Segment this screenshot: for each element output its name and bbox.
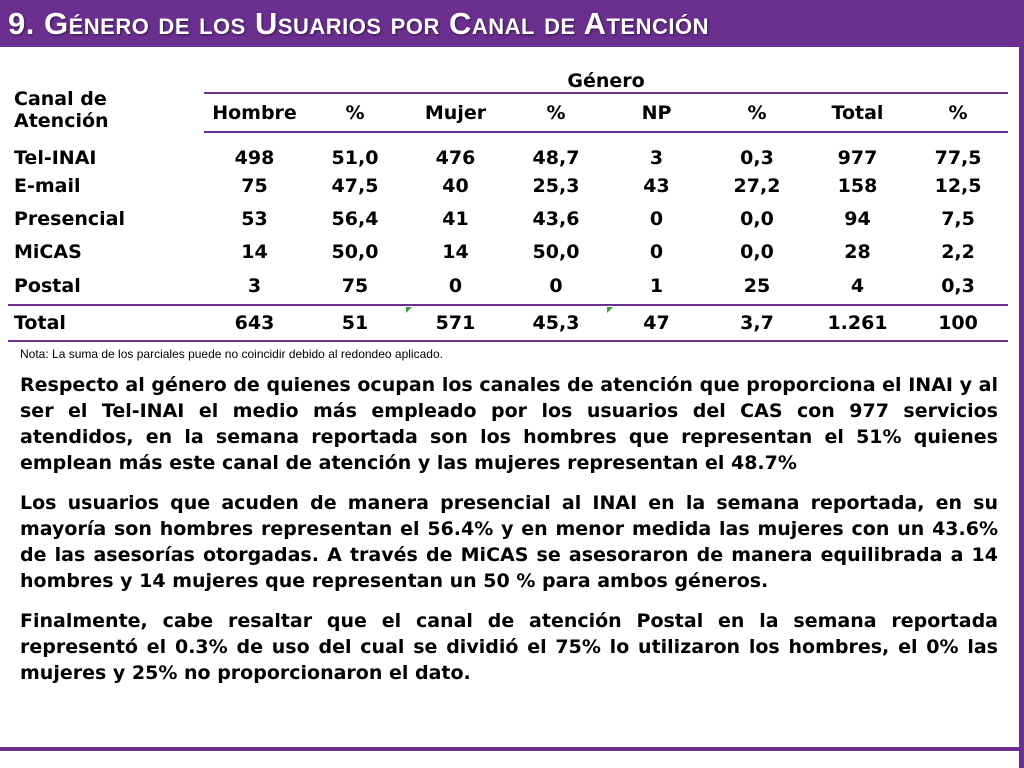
cell: 27,2 <box>733 174 781 197</box>
cell: 0,3 <box>740 147 774 169</box>
cell: 476 <box>435 147 476 169</box>
cell: 41 <box>442 207 469 230</box>
col-header-hombre: Hombre <box>204 93 305 133</box>
bottom-accent-bar <box>0 747 1024 751</box>
table-note: Nota: La suma de los parciales puede no … <box>20 347 443 361</box>
table-row: Postal 3 75 0 0 1 25 4 0,3 <box>8 268 1009 306</box>
cell: 0,3 <box>908 268 1009 306</box>
cell: 3 <box>649 147 664 169</box>
table-row: E-mail 75 47,5 40 25,3 43 27,2 158 12,5 <box>8 169 1008 202</box>
cell: 53 <box>241 207 268 230</box>
cell: 77,5 <box>934 147 982 169</box>
cell: 48,7 <box>532 147 580 169</box>
cell: 45,3 <box>506 305 606 342</box>
title-bar: 9. Género de los Usuarios por Canal de A… <box>0 0 1024 47</box>
col-header-total: Total <box>807 93 908 133</box>
cell: 1.261 <box>807 305 908 342</box>
cell: 100 <box>908 305 1009 342</box>
genero-header: Género <box>204 58 1009 94</box>
cell: 1 <box>606 268 707 306</box>
col-header-pct-total: % <box>908 93 1009 133</box>
cell: 643 <box>204 305 305 342</box>
cell: 0 <box>405 268 506 306</box>
body-text: Respecto al género de quienes ocupan los… <box>20 372 998 700</box>
cell: 571 <box>405 305 506 342</box>
table-row: Tel-INAI 498 51,0 476 48,7 3 0,3 977 77,… <box>8 132 1008 169</box>
row-label: MiCAS <box>14 240 82 263</box>
row-label: E-mail <box>14 174 81 197</box>
paragraph: Respecto al género de quienes ocupan los… <box>20 374 998 474</box>
cell-marker-icon <box>406 307 412 313</box>
cell: 50,0 <box>532 240 580 263</box>
cell: 158 <box>837 174 878 197</box>
canal-header: Canal de Atención <box>14 88 109 132</box>
cell: 3 <box>204 268 305 306</box>
cell: 43,6 <box>532 207 580 230</box>
cell: 3,7 <box>707 305 807 342</box>
table-columns-row: Hombre % Mujer % NP % Total % <box>8 93 1009 133</box>
cell: 4 <box>807 268 908 306</box>
gender-channel-table: Canal de Atención Género Hombre % Mujer … <box>8 58 1009 342</box>
cell: 47,5 <box>331 174 379 197</box>
cell: 40 <box>442 174 469 197</box>
cell: 977 <box>837 147 878 169</box>
col-header-pct-mujer: % <box>506 93 606 133</box>
cell: 498 <box>234 147 275 169</box>
cell: 56,4 <box>331 207 379 230</box>
cell: 0 <box>649 207 664 230</box>
cell: 12,5 <box>934 174 982 197</box>
total-label: Total <box>8 305 204 342</box>
paragraph: Finalmente, cabe resaltar que el canal d… <box>20 610 998 684</box>
table-row: Presencial 53 56,4 41 43,6 0 0,0 94 7,5 <box>8 202 1008 235</box>
cell: 50,0 <box>331 240 379 263</box>
cell: 94 <box>844 207 871 230</box>
cell: 43 <box>643 174 670 197</box>
right-accent-bar <box>1019 47 1024 768</box>
table-total-row: Total 643 51 571 45,3 47 3,7 1.261 100 <box>8 305 1009 342</box>
cell: 75 <box>241 174 268 197</box>
cell: 0,0 <box>740 240 774 263</box>
table-row: MiCAS 14 50,0 14 50,0 0 0,0 28 2,2 <box>8 235 1008 268</box>
row-label: Tel-INAI <box>14 147 97 169</box>
cell: 51,0 <box>331 147 379 169</box>
cell: 25,3 <box>532 174 580 197</box>
cell: 47 <box>606 305 707 342</box>
col-header-np: NP <box>606 93 707 133</box>
cell: 25 <box>707 268 807 306</box>
cell: 28 <box>844 240 871 263</box>
row-label: Presencial <box>14 207 126 230</box>
cell: 0,0 <box>740 207 774 230</box>
cell-marker-icon <box>607 307 613 313</box>
cell: 0 <box>506 268 606 306</box>
cell: 14 <box>442 240 469 263</box>
col-header-pct-hombre: % <box>305 93 405 133</box>
paragraph: Los usuarios que acuden de manera presen… <box>20 492 998 592</box>
cell: 75 <box>305 268 405 306</box>
cell: 51 <box>305 305 405 342</box>
row-label: Postal <box>8 268 204 306</box>
cell: 14 <box>241 240 268 263</box>
page-title: 9. Género de los Usuarios por Canal de A… <box>8 6 709 41</box>
cell: 7,5 <box>941 207 975 230</box>
col-header-mujer: Mujer <box>405 93 506 133</box>
cell: 0 <box>649 240 664 263</box>
cell: 2,2 <box>941 240 975 263</box>
table-header-row: Canal de Atención Género <box>8 58 1009 132</box>
col-header-pct-np: % <box>707 93 807 133</box>
